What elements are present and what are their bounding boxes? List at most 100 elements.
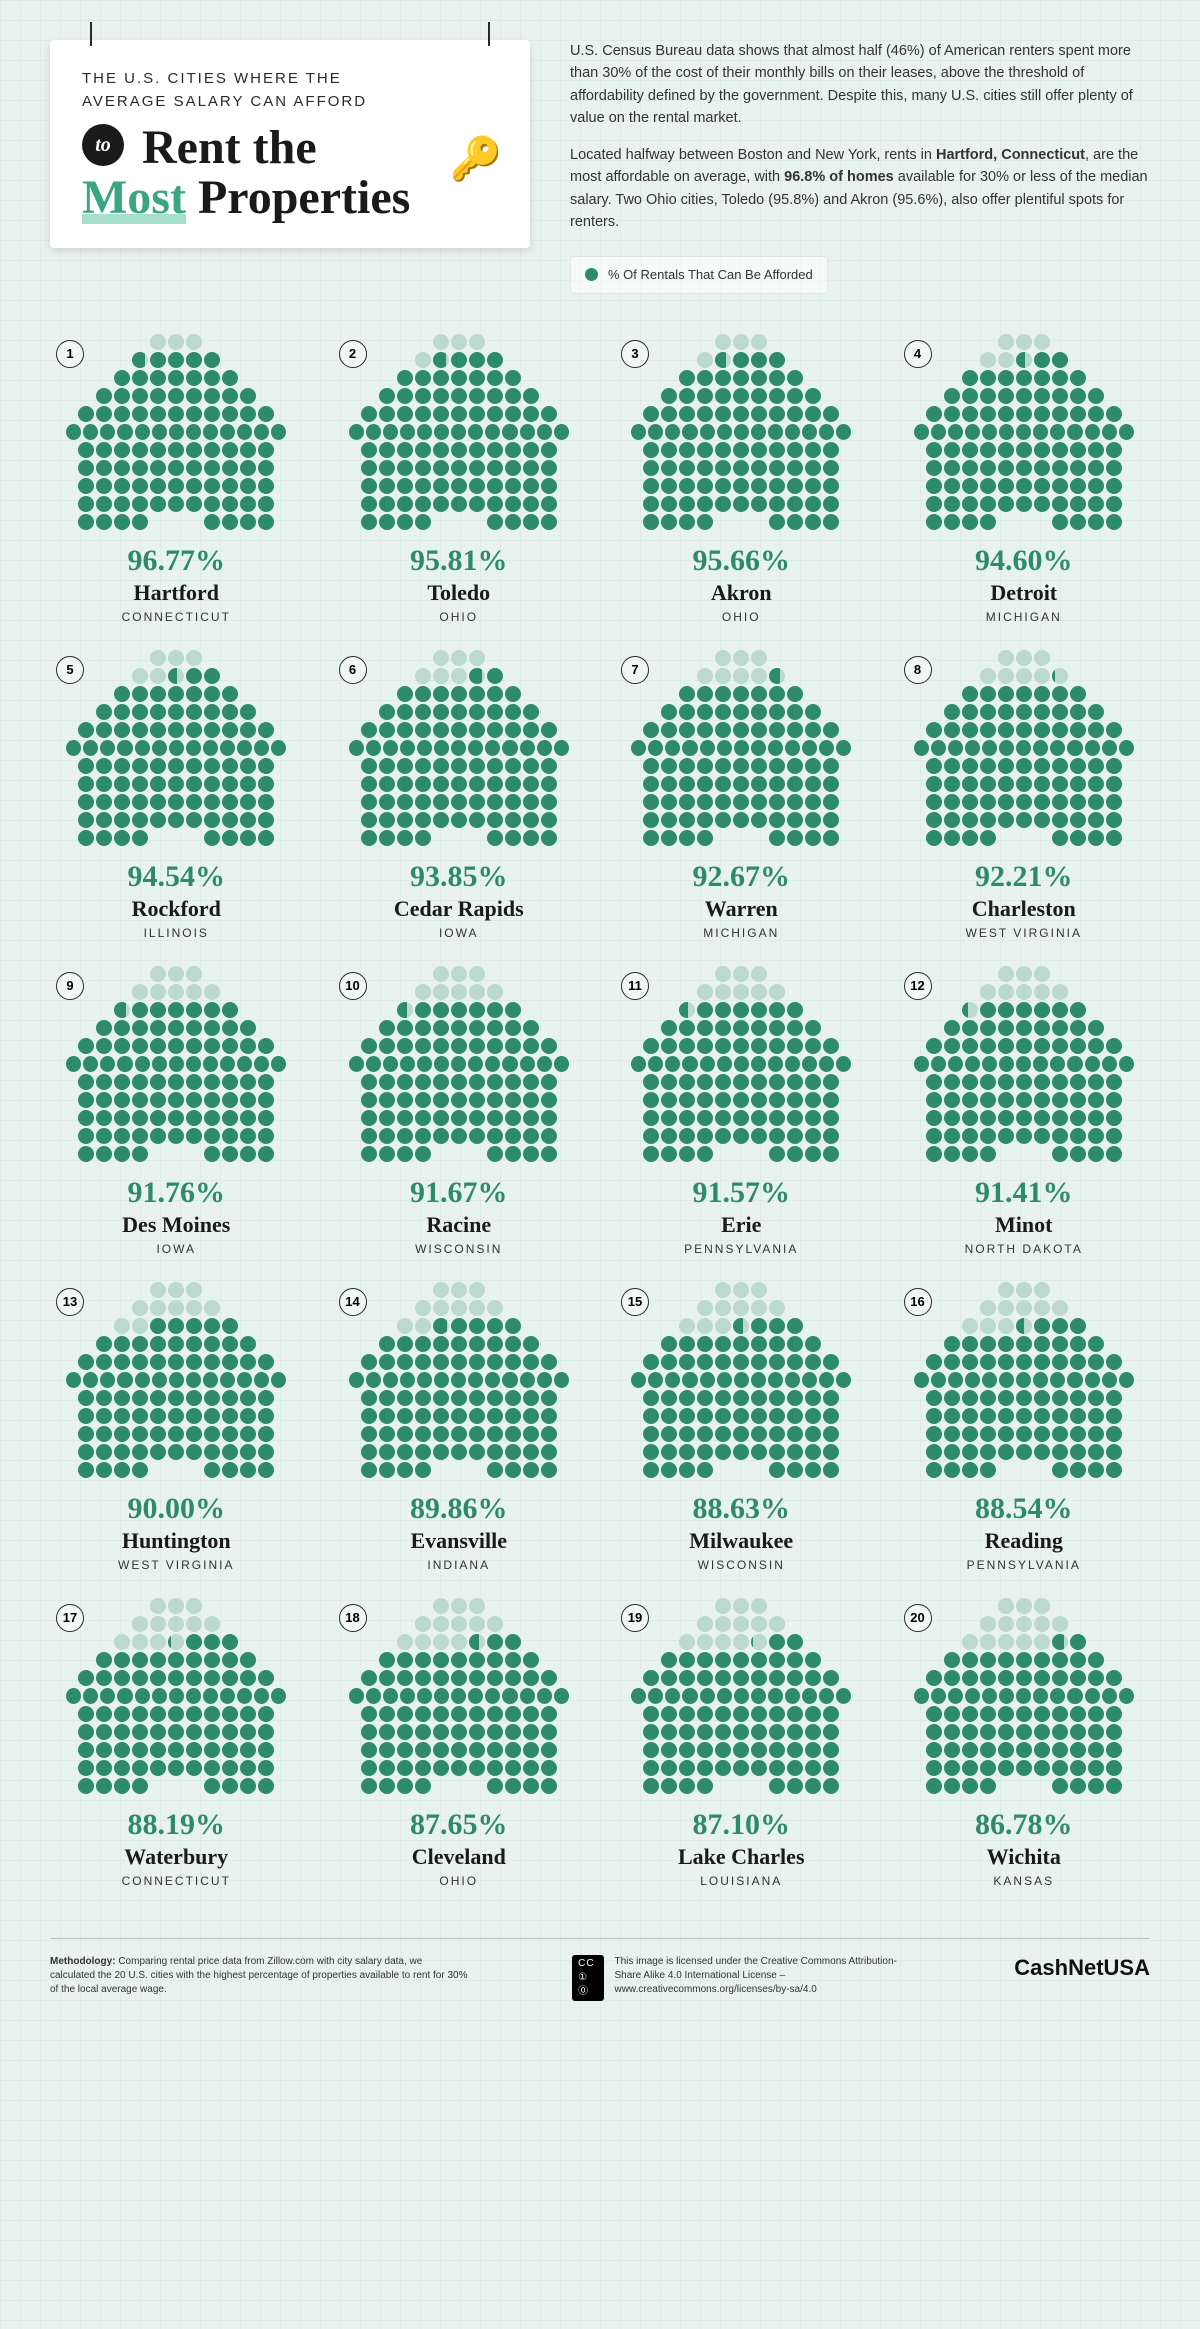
rank-badge: 16 — [904, 1288, 932, 1316]
city-state: LOUISIANA — [615, 1874, 868, 1888]
house-pictogram — [631, 334, 851, 530]
city-state: OHIO — [333, 1874, 586, 1888]
title-pre-2: AVERAGE SALARY CAN AFFORD — [82, 93, 367, 110]
legend-label: % Of Rentals That Can Be Afforded — [608, 265, 813, 285]
city-state: OHIO — [615, 610, 868, 624]
rank-badge: 19 — [621, 1604, 649, 1632]
city-name: Warren — [615, 896, 868, 922]
house-pictogram — [349, 1598, 569, 1794]
city-name: Cleveland — [333, 1844, 586, 1870]
city-card: 1688.54%ReadingPENNSYLVANIA — [898, 1282, 1151, 1572]
house-pictogram — [66, 334, 286, 530]
rank-badge: 20 — [904, 1604, 932, 1632]
city-name: Milwaukee — [615, 1528, 868, 1554]
city-state: PENNSYLVANIA — [615, 1242, 868, 1256]
rank-badge: 12 — [904, 972, 932, 1000]
city-pct: 94.60% — [898, 544, 1151, 578]
city-name: Waterbury — [50, 1844, 303, 1870]
city-card: 1489.86%EvansvilleINDIANA — [333, 1282, 586, 1572]
city-name: Detroit — [898, 580, 1151, 606]
rank-badge: 15 — [621, 1288, 649, 1316]
rank-badge: 14 — [339, 1288, 367, 1316]
city-card: 1887.65%ClevelandOHIO — [333, 1598, 586, 1888]
city-card: 991.76%Des MoinesIOWA — [50, 966, 303, 1256]
city-card: 1191.57%EriePENNSYLVANIA — [615, 966, 868, 1256]
city-card: 7 92.67%Warren MICHIGAN — [615, 650, 868, 940]
city-pct: 92.21% — [898, 860, 1151, 894]
house-pictogram — [349, 334, 569, 530]
city-card: 2086.78%WichitaKANSAS — [898, 1598, 1151, 1888]
rank-badge: 5 — [56, 656, 84, 684]
rank-badge: 9 — [56, 972, 84, 1000]
city-state: MICHIGAN — [898, 610, 1151, 624]
city-name: Wichita — [898, 1844, 1151, 1870]
rank-badge: 13 — [56, 1288, 84, 1316]
city-name: Hartford — [50, 580, 303, 606]
cc-text: This image is licensed under the Creativ… — [614, 1955, 912, 1997]
city-state: INDIANA — [333, 1558, 586, 1572]
legend: % Of Rentals That Can Be Afforded — [570, 256, 828, 294]
city-pct: 89.86% — [333, 1492, 586, 1526]
title-preline: THE U.S. CITIES WHERE THE AVERAGE SALARY… — [82, 68, 498, 113]
title-highlight: Most — [82, 171, 186, 224]
city-state: WISCONSIN — [333, 1242, 586, 1256]
city-state: WEST VIRGINIA — [50, 1558, 303, 1572]
house-pictogram — [914, 1598, 1134, 1794]
house-pictogram — [349, 966, 569, 1162]
city-state: PENNSYLVANIA — [898, 1558, 1151, 1572]
city-pct: 88.63% — [615, 1492, 868, 1526]
brand-logo: CashNetUSA — [1014, 1955, 1150, 1981]
house-pictogram — [66, 1598, 286, 1794]
city-state: WEST VIRGINIA — [898, 926, 1151, 940]
house-pictogram — [631, 1598, 851, 1794]
footer: Methodology: Comparing rental price data… — [50, 1938, 1150, 2001]
title-line1: Rent the — [142, 121, 317, 174]
house-pictogram — [914, 334, 1134, 530]
city-state: ILLINOIS — [50, 926, 303, 940]
title-to-badge: to — [82, 124, 124, 166]
city-state: OHIO — [333, 610, 586, 624]
header-row: THE U.S. CITIES WHERE THE AVERAGE SALARY… — [50, 40, 1150, 294]
rank-badge: 6 — [339, 656, 367, 684]
city-pct: 96.77% — [50, 544, 303, 578]
rank-badge: 17 — [56, 1604, 84, 1632]
city-state: IOWA — [50, 1242, 303, 1256]
footer-license: CC ① ⓪ This image is licensed under the … — [572, 1955, 912, 2001]
city-card: 693.85%Cedar RapidsIOWA — [333, 650, 586, 940]
legend-dot-icon — [585, 268, 598, 281]
city-card: 892.21%CharlestonWEST VIRGINIA — [898, 650, 1151, 940]
house-pictogram — [349, 650, 569, 846]
city-name: Akron — [615, 580, 868, 606]
city-state: CONNECTICUT — [50, 1874, 303, 1888]
city-state: CONNECTICUT — [50, 610, 303, 624]
rank-badge: 18 — [339, 1604, 367, 1632]
city-card: 494.60%DetroitMICHIGAN — [898, 334, 1151, 624]
city-pct: 90.00% — [50, 1492, 303, 1526]
city-name: Racine — [333, 1212, 586, 1238]
rank-badge: 1 — [56, 340, 84, 368]
intro-p2: Located halfway between Boston and New Y… — [570, 144, 1150, 234]
rank-badge: 7 — [621, 656, 649, 684]
rank-badge: 10 — [339, 972, 367, 1000]
city-pct: 87.10% — [615, 1808, 868, 1842]
city-name: Reading — [898, 1528, 1151, 1554]
intro-column: U.S. Census Bureau data shows that almos… — [570, 40, 1150, 294]
footer-methodology: Methodology: Comparing rental price data… — [50, 1955, 470, 1997]
cc-badge-icon: CC ① ⓪ — [572, 1955, 604, 2001]
city-card: 10 91.67%Racine WISCONSIN — [333, 966, 586, 1256]
city-pct: 91.67% — [333, 1176, 586, 1210]
title-pre-1: THE U.S. CITIES WHERE THE — [82, 70, 342, 87]
title-main: to Rent the Most Properties — [82, 123, 498, 224]
intro-p1: U.S. Census Bureau data shows that almos… — [570, 40, 1150, 130]
city-card: 1588.63%MilwaukeeWISCONSIN — [615, 1282, 868, 1572]
city-name: Erie — [615, 1212, 868, 1238]
city-card: 1788.19%WaterburyCONNECTICUT — [50, 1598, 303, 1888]
city-card: 395.66%AkronOHIO — [615, 334, 868, 624]
rank-badge: 8 — [904, 656, 932, 684]
city-pct: 86.78% — [898, 1808, 1151, 1842]
city-name: Minot — [898, 1212, 1151, 1238]
house-pictogram — [66, 1282, 286, 1478]
city-pct: 92.67% — [615, 860, 868, 894]
city-state: MICHIGAN — [615, 926, 868, 940]
house-pictogram — [349, 1282, 569, 1478]
